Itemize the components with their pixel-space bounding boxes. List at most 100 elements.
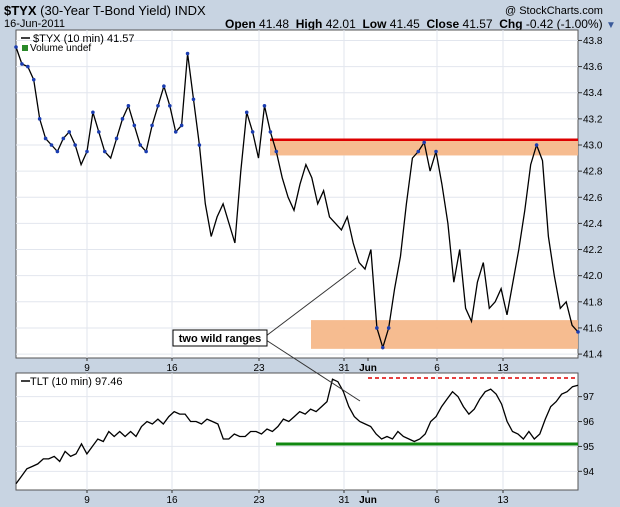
- tyx-extreme-point: [244, 110, 249, 115]
- high-value: 42.01: [325, 17, 356, 31]
- volume-legend-swatch: [22, 45, 28, 51]
- tyx-extreme-point: [162, 84, 166, 88]
- tlt-panel-xtick-label: 23: [253, 495, 265, 506]
- tyx-extreme-point: [67, 130, 72, 134]
- tyx-extreme-point: [26, 64, 30, 69]
- tyx-extreme-point: [416, 149, 421, 154]
- tyx-panel-xtick-label: Jun: [359, 363, 377, 374]
- low-value: 41.45: [389, 17, 420, 31]
- chart-date: 16-Jun-2011: [4, 18, 65, 30]
- tyx-panel-ytick-label: 42.0: [583, 271, 603, 282]
- close-value: 41.57: [462, 17, 493, 31]
- tyx-extreme-point: [268, 130, 273, 134]
- tyx-extreme-point: [14, 45, 18, 49]
- tyx-extreme-point: [73, 143, 77, 147]
- tyx-extreme-point: [386, 326, 391, 330]
- annotation-label: two wild ranges: [179, 333, 262, 345]
- tlt-panel-background: [15, 372, 579, 491]
- tyx-extreme-point: [138, 143, 143, 147]
- volume-legend-label: Volume undef: [30, 43, 91, 54]
- annotation-pointer-line: [265, 339, 361, 402]
- tyx-extreme-point: [91, 110, 95, 115]
- tlt-panel-xtick-label: Jun: [359, 495, 377, 506]
- tyx-panel-ytick-label: 43.4: [583, 88, 603, 99]
- tyx-extreme-point: [179, 123, 184, 128]
- tyx-panel-ytick-label: 41.4: [583, 350, 603, 361]
- close-label: Close: [426, 17, 460, 31]
- tyx-panel-xtick-label: 16: [166, 363, 178, 374]
- tyx-extreme-point: [55, 149, 60, 154]
- tyx-panel-xtick-label: 6: [434, 363, 440, 374]
- ohlc-bar: Open 41.48 High 42.01 Low 41.45 Close 41…: [225, 17, 616, 31]
- tyx-extreme-point: [197, 143, 202, 147]
- tyx-extreme-point: [120, 117, 125, 121]
- tyx-extreme-point: [126, 103, 131, 108]
- tyx-extreme-point: [250, 130, 255, 134]
- annotation-pointer-line: [265, 267, 357, 337]
- tyx-extreme-point: [20, 62, 24, 66]
- tyx-panel-xtick-label: 9: [84, 363, 90, 374]
- tyx-panel-ytick-label: 42.2: [583, 245, 603, 256]
- security-name: (30-Year T-Bond Yield): [40, 3, 171, 18]
- tyx-extreme-point: [49, 143, 54, 147]
- copyright: @ StockCharts.com: [505, 5, 603, 17]
- tyx-panel-ytick-label: 41.6: [583, 323, 603, 334]
- tyx-panel-ytick-label: 43.2: [583, 114, 603, 125]
- tyx-extreme-point: [97, 130, 101, 134]
- chart-title: $TYX (30-Year T-Bond Yield) INDX: [4, 3, 206, 18]
- tyx-panel-xtick-label: 13: [497, 363, 509, 374]
- upper-range-band: [270, 139, 578, 156]
- tyx-panel-xtick-label: 23: [253, 363, 265, 374]
- tyx-extreme-point: [168, 103, 172, 108]
- tyx-panel-ytick-label: 42.4: [583, 219, 603, 230]
- tyx-extreme-point: [144, 149, 148, 154]
- tyx-extreme-point: [150, 123, 154, 128]
- tyx-extreme-point: [262, 103, 267, 108]
- tyx-extreme-point: [375, 326, 379, 330]
- chg-value: -0.42 (-1.00%): [525, 17, 603, 31]
- tlt-panel-ytick-label: 96: [583, 417, 595, 428]
- tyx-extreme-point: [132, 123, 137, 128]
- tlt-panel-xtick-label: 6: [434, 495, 440, 506]
- tyx-panel-ytick-label: 43.0: [583, 140, 603, 151]
- tyx-extreme-point: [85, 149, 89, 154]
- dropdown-arrow-icon[interactable]: ▼: [605, 20, 616, 31]
- tyx-panel-background: [15, 29, 579, 359]
- open-label: Open: [225, 17, 256, 31]
- tyx-extreme-point: [31, 77, 36, 82]
- lower-range-band: [311, 320, 578, 349]
- chg-label: Chg: [499, 17, 523, 31]
- tyx-panel-ytick-label: 42.8: [583, 167, 603, 178]
- tyx-panel-ytick-label: 42.6: [583, 193, 603, 204]
- tlt-panel-ytick-label: 95: [583, 442, 595, 453]
- annotation-box: [172, 329, 268, 347]
- tlt-legend-label: TLT (10 min) 97.46: [30, 376, 123, 388]
- tlt-panel-xtick-label: 31: [338, 495, 350, 506]
- tyx-extreme-point: [156, 103, 160, 108]
- tlt-panel-ytick-label: 94: [583, 467, 595, 478]
- tyx-panel-ytick-label: 43.8: [583, 36, 603, 47]
- tyx-extreme-point: [191, 97, 196, 102]
- tyx-extreme-point: [173, 130, 178, 134]
- tyx-extreme-point: [37, 117, 42, 121]
- tyx-extreme-point: [380, 345, 385, 350]
- tlt-panel-xtick-label: 13: [497, 495, 509, 506]
- low-label: Low: [362, 17, 387, 31]
- tyx-extreme-point: [114, 136, 119, 141]
- tyx-panel-ytick-label: 41.8: [583, 297, 603, 308]
- tyx-panel-xtick-label: 31: [338, 363, 350, 374]
- tyx-legend-label: $TYX (10 min) 41.57: [33, 33, 135, 45]
- tyx-extreme-point: [422, 140, 426, 145]
- tyx-extreme-point: [576, 330, 580, 334]
- symbol: $TYX: [4, 3, 37, 18]
- tlt-price-line: [15, 378, 579, 485]
- exchange: INDX: [174, 3, 206, 18]
- open-value: 41.48: [259, 17, 290, 31]
- tyx-extreme-point: [185, 51, 190, 56]
- tyx-extreme-point: [274, 149, 279, 154]
- tyx-extreme-point: [434, 149, 438, 154]
- tyx-extreme-point: [43, 136, 48, 141]
- tlt-panel-xtick-label: 16: [166, 495, 178, 506]
- tyx-price-line: [15, 46, 579, 350]
